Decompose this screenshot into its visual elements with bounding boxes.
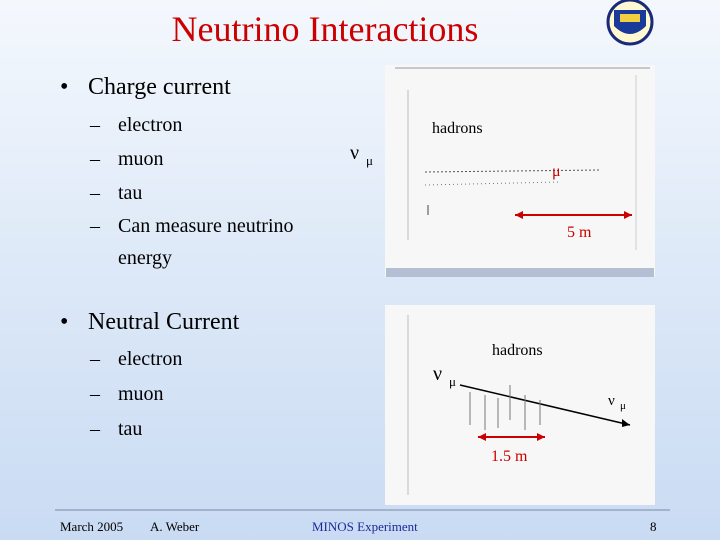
label: hadrons bbox=[492, 342, 543, 359]
sub-bullet: muon bbox=[90, 148, 163, 171]
sub-bullet: muon bbox=[90, 383, 163, 406]
label: hadrons bbox=[432, 120, 483, 137]
bullet: Neutral Current bbox=[60, 309, 239, 336]
label: μ bbox=[552, 163, 561, 180]
event-display-top bbox=[385, 65, 655, 277]
label: ν bbox=[433, 363, 443, 385]
bullet: Charge current bbox=[60, 74, 231, 101]
sub-bullet: electron bbox=[90, 348, 183, 371]
event-display-bottom bbox=[385, 305, 655, 505]
logo bbox=[606, 0, 654, 46]
label: 5 m bbox=[567, 224, 592, 241]
slide-title: Neutrino Interactions bbox=[171, 9, 479, 49]
label: 1.5 m bbox=[491, 448, 528, 465]
label: ν bbox=[350, 142, 360, 164]
footer-date: March 2005 bbox=[60, 519, 124, 534]
label: ν bbox=[608, 393, 615, 409]
sub-bullet: Can measure neutrino energy bbox=[90, 210, 338, 274]
label: μ bbox=[366, 153, 373, 168]
label: μ bbox=[620, 400, 626, 412]
footer-title: MINOS Experiment bbox=[312, 519, 418, 534]
page-number: 8 bbox=[650, 519, 657, 534]
sub-bullet: tau bbox=[89, 182, 142, 205]
label: μ bbox=[449, 374, 456, 389]
footer-author: A. Weber bbox=[150, 519, 200, 534]
sub-bullet: electron bbox=[90, 114, 183, 137]
sub-bullet: tau bbox=[89, 418, 142, 441]
